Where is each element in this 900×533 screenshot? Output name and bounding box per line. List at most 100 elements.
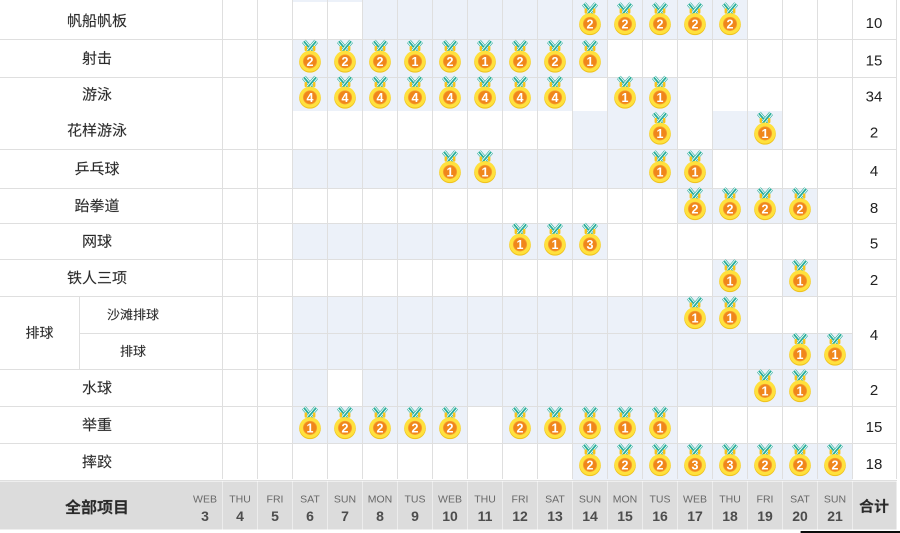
svg-text:4: 4: [412, 91, 419, 105]
svg-text:4: 4: [236, 508, 244, 524]
svg-text:4: 4: [307, 91, 314, 105]
svg-text:1: 1: [447, 165, 454, 179]
svg-text:2: 2: [797, 202, 804, 216]
svg-text:7: 7: [341, 508, 349, 524]
svg-text:1: 1: [587, 421, 594, 435]
svg-text:8: 8: [376, 508, 384, 524]
svg-text:4: 4: [870, 163, 878, 180]
svg-text:2: 2: [870, 382, 878, 399]
svg-text:1: 1: [657, 165, 664, 179]
svg-text:20: 20: [792, 508, 808, 524]
svg-text:21: 21: [827, 508, 843, 524]
svg-text:4: 4: [482, 91, 489, 105]
svg-text:2: 2: [307, 55, 314, 69]
svg-text:15: 15: [866, 419, 883, 436]
svg-text:14: 14: [582, 508, 598, 524]
svg-text:2: 2: [552, 55, 559, 69]
svg-text:13: 13: [547, 508, 563, 524]
svg-text:15: 15: [866, 52, 883, 69]
svg-text:2: 2: [657, 17, 664, 31]
svg-text:2: 2: [762, 202, 769, 216]
svg-text:17: 17: [687, 508, 703, 524]
svg-text:2: 2: [342, 421, 349, 435]
svg-text:1: 1: [482, 55, 489, 69]
svg-text:2: 2: [342, 55, 349, 69]
svg-text:THU: THU: [719, 494, 741, 506]
svg-text:1: 1: [762, 384, 769, 398]
svg-text:1: 1: [762, 127, 769, 141]
svg-text:3: 3: [201, 508, 209, 524]
svg-text:2: 2: [832, 458, 839, 472]
svg-text:1: 1: [727, 311, 734, 325]
svg-text:1: 1: [552, 421, 559, 435]
svg-text:2: 2: [447, 421, 454, 435]
svg-text:1: 1: [657, 91, 664, 105]
svg-text:2: 2: [657, 458, 664, 472]
svg-text:8: 8: [870, 200, 878, 217]
svg-text:34: 34: [866, 88, 883, 105]
svg-text:2: 2: [797, 458, 804, 472]
svg-text:1: 1: [797, 384, 804, 398]
svg-text:1: 1: [727, 274, 734, 288]
svg-text:THU: THU: [474, 494, 496, 506]
svg-text:1: 1: [692, 311, 699, 325]
svg-text:WEB: WEB: [683, 494, 707, 506]
svg-text:5: 5: [870, 235, 878, 252]
svg-text:2: 2: [692, 202, 699, 216]
svg-text:MON: MON: [613, 494, 638, 506]
svg-text:TUS: TUS: [405, 494, 426, 506]
svg-text:SUN: SUN: [824, 494, 846, 506]
svg-text:12: 12: [512, 508, 528, 524]
svg-text:4: 4: [377, 91, 384, 105]
svg-text:1: 1: [587, 55, 594, 69]
svg-text:2: 2: [587, 458, 594, 472]
svg-text:SAT: SAT: [790, 494, 810, 506]
svg-text:6: 6: [306, 508, 314, 524]
svg-text:2: 2: [870, 124, 878, 141]
svg-text:2: 2: [412, 421, 419, 435]
svg-text:18: 18: [866, 456, 883, 473]
svg-text:2: 2: [870, 272, 878, 289]
svg-text:WEB: WEB: [193, 494, 217, 506]
svg-text:SAT: SAT: [545, 494, 565, 506]
svg-text:1: 1: [517, 238, 524, 252]
svg-text:2: 2: [587, 17, 594, 31]
svg-text:1: 1: [622, 91, 629, 105]
svg-text:10: 10: [442, 508, 458, 524]
svg-text:2: 2: [517, 55, 524, 69]
svg-text:1: 1: [307, 421, 314, 435]
svg-text:MON: MON: [368, 494, 393, 506]
svg-text:19: 19: [757, 508, 773, 524]
svg-text:1: 1: [412, 55, 419, 69]
svg-text:SUN: SUN: [579, 494, 601, 506]
svg-text:3: 3: [727, 458, 734, 472]
svg-text:15: 15: [617, 508, 633, 524]
svg-text:FRI: FRI: [757, 494, 774, 506]
svg-text:SAT: SAT: [300, 494, 320, 506]
svg-text:SUN: SUN: [334, 494, 356, 506]
svg-text:3: 3: [692, 458, 699, 472]
svg-text:1: 1: [657, 127, 664, 141]
svg-text:1: 1: [622, 421, 629, 435]
svg-text:16: 16: [652, 508, 668, 524]
svg-text:THU: THU: [229, 494, 251, 506]
svg-text:1: 1: [552, 238, 559, 252]
svg-text:1: 1: [482, 165, 489, 179]
svg-text:2: 2: [377, 421, 384, 435]
svg-text:2: 2: [727, 17, 734, 31]
svg-text:2: 2: [762, 458, 769, 472]
svg-text:WEB: WEB: [438, 494, 462, 506]
svg-text:3: 3: [587, 238, 594, 252]
svg-text:1: 1: [832, 348, 839, 362]
svg-text:2: 2: [622, 17, 629, 31]
svg-text:1: 1: [657, 421, 664, 435]
svg-text:4: 4: [552, 91, 559, 105]
svg-text:9: 9: [411, 508, 419, 524]
svg-text:5: 5: [271, 508, 279, 524]
svg-text:1: 1: [797, 274, 804, 288]
svg-text:18: 18: [722, 508, 738, 524]
svg-text:2: 2: [622, 458, 629, 472]
svg-text:2: 2: [517, 421, 524, 435]
svg-text:1: 1: [692, 165, 699, 179]
svg-text:4: 4: [342, 91, 349, 105]
